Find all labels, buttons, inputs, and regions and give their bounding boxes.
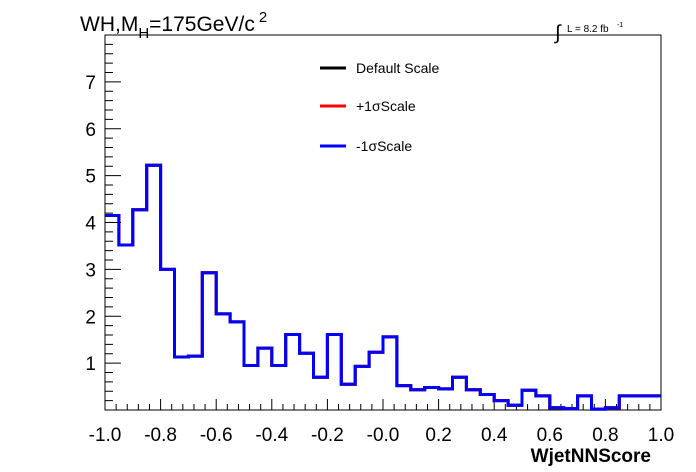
lumi-integral: ∫ [554, 22, 562, 44]
lumi-label: L = 8.2 fb [567, 24, 609, 35]
x-tick-label: 0.4 [481, 425, 508, 446]
series-line-3 [105, 163, 661, 411]
y-tick-label: 6 [85, 120, 96, 141]
legend-label-3: -1σScale [356, 138, 412, 154]
x-tick-label: 0.6 [537, 425, 563, 446]
series-line-1 [105, 163, 661, 411]
x-axis: -1.0 -0.8 -0.6 -0.4 -0.2 -0.0 0.2 0.4 0.6 0.8 1.0 [89, 399, 674, 446]
series-layer [105, 163, 661, 411]
chart-title: WH,MH=175GeV/c 2 [80, 9, 267, 42]
x-tick-label: -0.4 [255, 425, 288, 446]
legend: Default Scale +1σScale -1σScale [320, 60, 439, 154]
y-tick-label: 1 [85, 354, 96, 375]
title-subscript: H [138, 25, 149, 42]
legend-label-2: +1σScale [356, 98, 416, 114]
x-tick-label: 0.2 [425, 425, 451, 446]
x-tick-label: 0.8 [592, 425, 618, 446]
x-axis-title: WjetNNScore [531, 446, 651, 467]
series-line-2 [105, 163, 661, 411]
x-tick-label: -0.2 [311, 425, 344, 446]
x-tick-label: -1.0 [89, 425, 122, 446]
lumi-exponent: -1 [617, 22, 623, 29]
x-tick-label: 1.0 [648, 425, 674, 446]
x-tick-label: -0.6 [200, 425, 233, 446]
title-superscript: 2 [259, 9, 267, 26]
y-axis: 1 2 3 4 5 6 7 [85, 34, 121, 411]
y-tick-label: 5 [85, 167, 96, 188]
y-tick-label: 2 [85, 307, 96, 328]
y-tick-label: 3 [85, 260, 96, 281]
legend-label-1: Default Scale [356, 60, 439, 76]
y-tick-label: 7 [85, 73, 96, 94]
y-tick-label: 4 [85, 214, 96, 235]
x-tick-label: -0.8 [144, 425, 177, 446]
x-tick-label: -0.0 [367, 425, 400, 446]
